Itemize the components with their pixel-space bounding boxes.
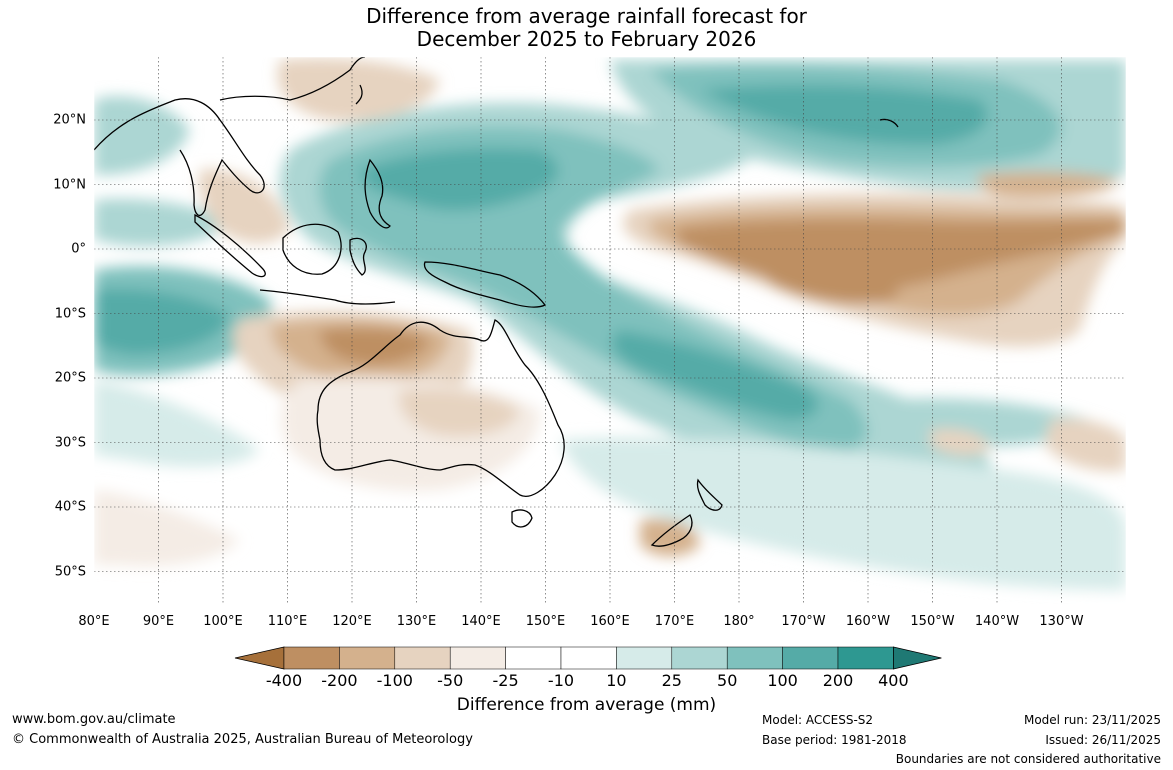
colorbar-tick-label: 200 — [822, 671, 854, 690]
map-frame — [93, 56, 1127, 605]
colorbar-segment — [782, 646, 839, 670]
latitude-label: 10°N — [53, 177, 86, 192]
colorbar-segment — [394, 646, 451, 670]
longitude-label: 140°E — [461, 614, 501, 629]
copyright-text: © Commonwealth of Australia 2025, Austra… — [12, 732, 473, 747]
issued-date: Issued: 26/11/2025 — [1045, 733, 1161, 747]
longitude-label: 130°E — [396, 614, 437, 629]
colorbar-segment — [616, 646, 673, 670]
longitude-label: 160°E — [590, 614, 630, 629]
colorbar-segment — [560, 646, 617, 670]
longitude-label: 170°W — [781, 614, 826, 629]
longitude-label: 120°E — [332, 614, 372, 629]
longitude-label: 180° — [723, 614, 755, 629]
latitude-label: 40°S — [54, 499, 86, 515]
longitude-label: 140°W — [974, 614, 1020, 629]
colorbar — [234, 646, 942, 670]
latitude-label: 0° — [71, 241, 86, 257]
longitude-label: 170°E — [654, 614, 695, 629]
latitude-label: 20°N — [53, 112, 86, 128]
latitude-label: 50°S — [54, 564, 86, 579]
colorbar-tick-label: -100 — [376, 671, 413, 690]
colorbar-tick-label: -10 — [547, 671, 575, 690]
website-link[interactable]: www.bom.gov.au/climate — [12, 712, 176, 727]
colorbar-segment — [726, 646, 783, 670]
colorbar-tick-label: -25 — [492, 671, 519, 690]
colorbar-segment — [283, 646, 340, 670]
chart-title-line-1: Difference from average rainfall forecas… — [366, 4, 807, 28]
colorbar-tick-label: -200 — [321, 671, 358, 690]
colorbar-tick-label: 25 — [661, 671, 682, 690]
colorbar-label: Difference from average (mm) — [456, 695, 717, 715]
colorbar-tick-label: 400 — [878, 671, 909, 690]
colorbar-tick-label: 50 — [717, 671, 738, 690]
longitude-label: 130°W — [1039, 614, 1084, 629]
longitude-label: 100°E — [203, 614, 243, 629]
colorbar-segment — [671, 646, 728, 670]
colorbar-segment — [449, 646, 506, 670]
graticule — [94, 57, 1126, 604]
latitude-label: 20°S — [54, 370, 86, 386]
colorbar-segment — [339, 646, 396, 670]
latitude-label: 10°S — [54, 306, 86, 321]
longitude-label: 110°E — [267, 614, 308, 629]
chart-title-line-2: December 2025 to February 2026 — [416, 27, 757, 51]
coastlines — [94, 57, 899, 547]
base-period: Base period: 1981-2018 — [762, 733, 907, 747]
colorbar-extend-low — [234, 646, 285, 670]
model-run: Model run: 23/11/2025 — [1023, 713, 1161, 727]
longitude-label: 90°E — [142, 614, 175, 629]
longitude-label: 160°W — [845, 614, 891, 629]
latitude-label: 30°S — [54, 435, 86, 450]
colorbar-tick-label: -400 — [265, 671, 303, 690]
longitude-label: 150°W — [910, 614, 955, 629]
colorbar-tick-label: 100 — [767, 671, 798, 690]
colorbar-extend-high — [893, 646, 942, 670]
colorbar-segment — [837, 646, 894, 670]
model-name: Model: ACCESS-S2 — [762, 713, 874, 727]
boundaries-disclaimer: Boundaries are not considered authoritat… — [895, 752, 1161, 766]
colorbar-tick-label: -50 — [437, 671, 464, 690]
longitude-label: 80°E — [78, 614, 110, 629]
colorbar-segment — [505, 646, 562, 670]
colorbar-tick-label: 10 — [606, 671, 627, 690]
longitude-label: 150°E — [525, 614, 566, 629]
